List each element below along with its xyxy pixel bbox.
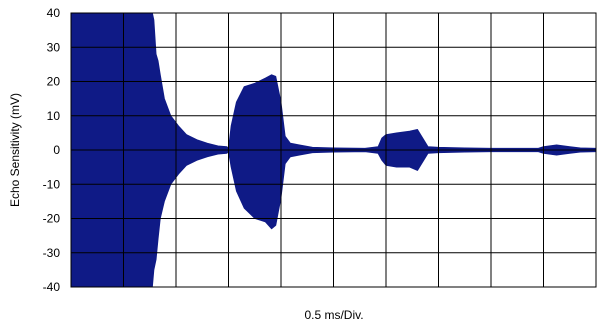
y-tick-label: -20	[43, 212, 61, 226]
y-tick-label: 20	[47, 75, 61, 89]
x-axis-title: 0.5 ms/Div.	[304, 308, 363, 322]
y-axis-title: Echo Sensitivity (mV)	[8, 93, 22, 207]
y-tick-label: -10	[43, 177, 61, 191]
y-tick-label: 0	[53, 143, 60, 157]
y-tick-label: 30	[47, 40, 61, 54]
y-tick-label: -40	[43, 280, 61, 294]
plot-border	[70, 12, 597, 288]
y-tick-labels: 40 30 20 10 0 -10 -20 -30 -40	[43, 6, 61, 294]
y-tick-label: 10	[47, 109, 61, 123]
grid	[71, 13, 596, 287]
y-tick-label: -30	[43, 246, 61, 260]
y-tick-label: 40	[47, 6, 61, 20]
